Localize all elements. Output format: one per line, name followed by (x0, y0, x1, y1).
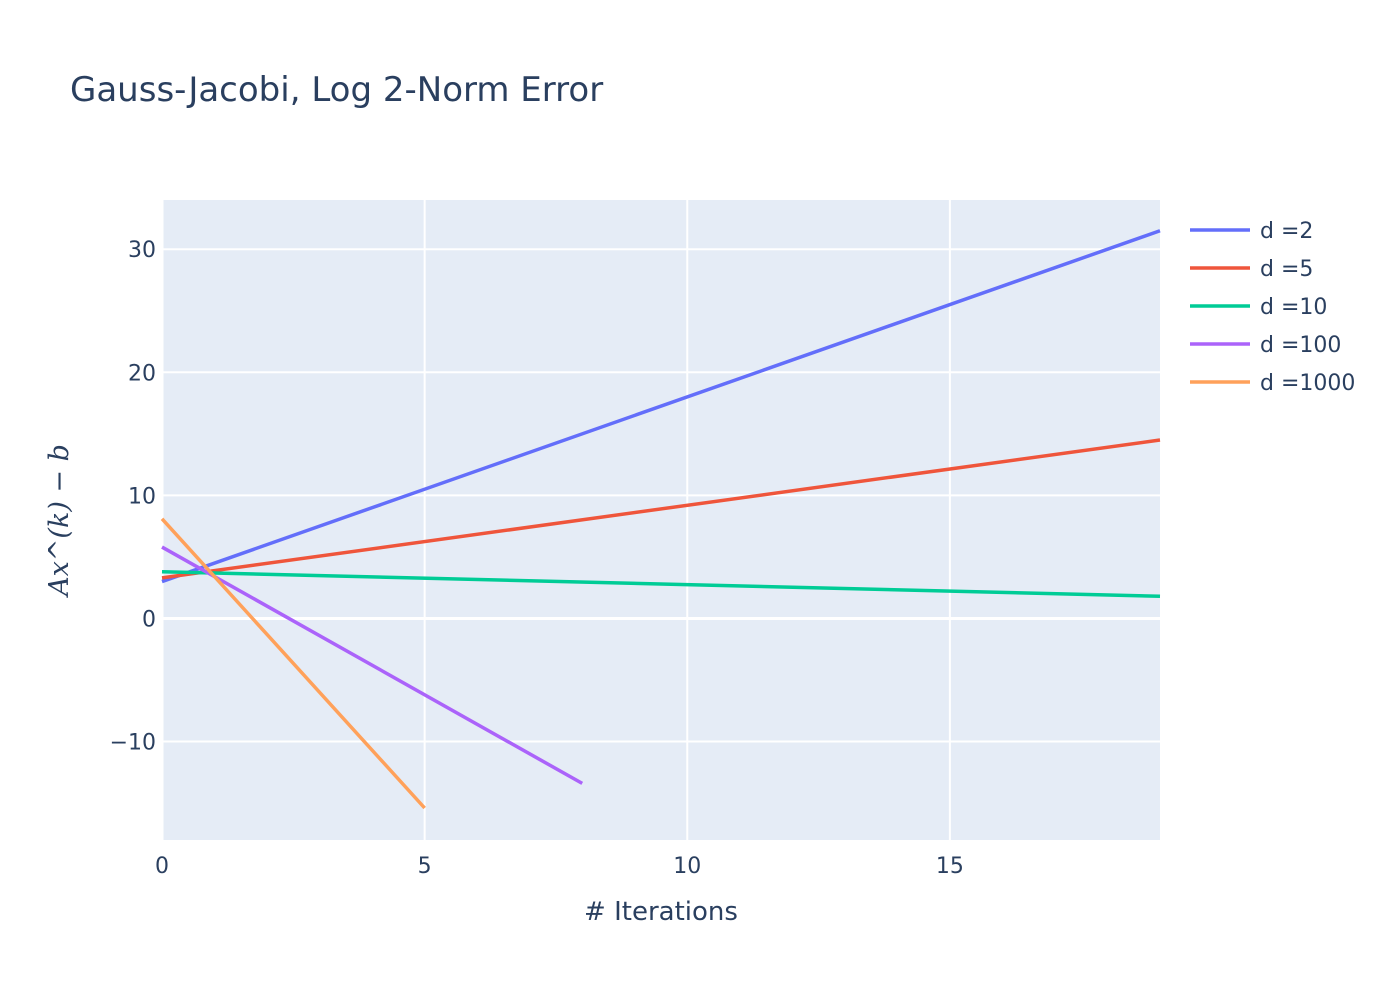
x-tick-label: 15 (936, 854, 964, 879)
legend-label: d =5 (1260, 257, 1313, 282)
x-axis-title: # Iterations (584, 897, 738, 927)
x-tick-labels: 0 5 10 15 (155, 854, 964, 879)
y-tick-label: 30 (128, 238, 156, 263)
legend-label: d =1000 (1260, 371, 1355, 396)
y-tick-label: 0 (142, 607, 156, 632)
series-line (161, 545, 584, 785)
x-tick-label: 5 (418, 854, 432, 879)
y-tick-label: 20 (128, 361, 156, 386)
series-line (161, 569, 1161, 599)
series-line (161, 438, 1161, 580)
legend: d =2 d =5 d =10 d =100 d =1000 (1190, 219, 1355, 396)
legend-label: d =100 (1260, 333, 1341, 358)
y-tick-label: −10 (110, 731, 156, 756)
x-tick-label: 10 (673, 854, 701, 879)
chart-title: Gauss-Jacobi, Log 2-Norm Error (70, 70, 603, 110)
series-lines (160, 229, 1161, 810)
y-axis-title: Ax^(k) − b (44, 444, 75, 599)
y-tick-labels: −10 0 10 20 30 (110, 238, 156, 755)
x-tick-label: 0 (155, 854, 169, 879)
grid-lines (160, 200, 1160, 840)
series-line (160, 517, 426, 810)
y-tick-label: 10 (128, 484, 156, 509)
legend-label: d =10 (1260, 295, 1327, 320)
series-line (161, 229, 1161, 584)
plot-area (162, 200, 1160, 840)
legend-label: d =2 (1260, 219, 1313, 244)
